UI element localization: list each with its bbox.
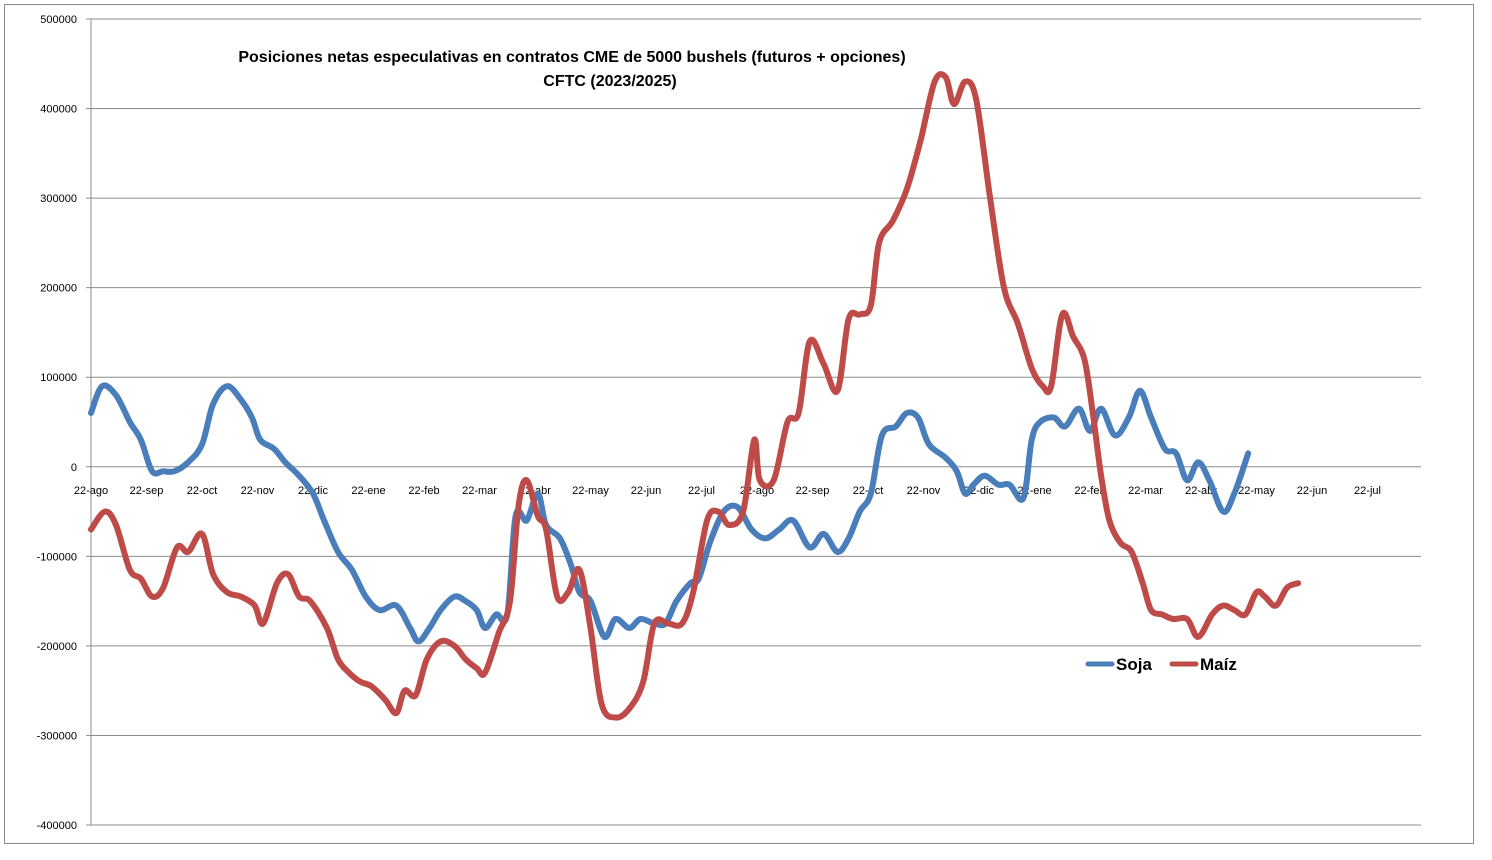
gridlines [91,18,1421,826]
x-tick-label: 22-feb [1074,485,1105,497]
chart-frame [4,4,1474,844]
x-tick-label: 22-nov [907,485,941,497]
x-tick-label: 22-may [1238,485,1275,497]
x-tick-label: 22-may [572,485,609,497]
chart-subtitle: CFTC (2023/2025) [543,73,676,90]
x-tick-label: 22-oct [853,485,884,497]
x-tick-label: 22-sep [796,485,830,497]
x-tick-label: 22-mar [462,485,497,497]
x-tick-label: 22-mar [1128,485,1163,497]
y-tick-label: -100000 [37,551,77,563]
x-tick-label: 22-sep [130,485,164,497]
legend: Soja Maíz [1085,655,1237,674]
y-tick-label: 300000 [40,193,77,205]
y-tick-label: 0 [71,462,77,474]
x-tick-label: 22-feb [408,485,439,497]
x-tick-label: 22-jul [1354,485,1381,497]
x-tick-label: 22-oct [187,485,218,497]
series-line-maiz [88,71,1302,721]
y-tick-label: -400000 [37,820,77,832]
x-tick-label: 22-ene [351,485,385,497]
x-tick-label: 22-jun [631,485,662,497]
y-tick-label: -300000 [37,730,77,742]
y-tick-label: 200000 [40,283,77,295]
chart-title-block: Posiciones netas especulativas en contra… [238,49,905,90]
x-tick-label: 22-nov [241,485,275,497]
x-tick-label: 22-ago [74,485,108,497]
y-tick-label: 500000 [40,14,77,26]
series-line-soja [88,382,1252,645]
x-tick-label: 22-jul [688,485,715,497]
x-tick-label: 22-jun [1297,485,1328,497]
legend-maiz-label: Maíz [1200,655,1237,674]
y-tick-label: 400000 [40,104,77,116]
y-tick-label: -200000 [37,641,77,653]
series-lines [88,71,1302,721]
legend-soja-label: Soja [1116,655,1152,674]
x-tick-label: 22-abr [1185,485,1217,497]
axes: -400000 -300000 -200000 -100000 0 100000 20000… [37,14,1381,832]
y-tick-label: 100000 [40,372,77,384]
chart-title: Posiciones netas especulativas en contra… [238,49,905,66]
